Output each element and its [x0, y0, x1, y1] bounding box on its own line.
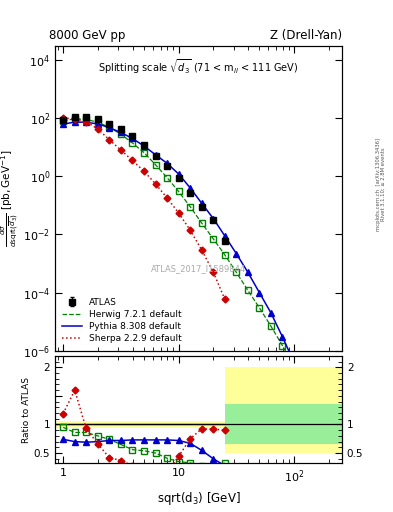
Pythia 8.308 default	[188, 185, 193, 191]
Pythia 8.308 default	[61, 121, 66, 127]
Pythia 8.308 default	[246, 269, 250, 275]
Sherpa 2.2.9 default	[84, 119, 88, 125]
Herwig 7.2.1 default	[292, 363, 296, 369]
Text: Z (Drell-Yan): Z (Drell-Yan)	[270, 29, 342, 41]
Pythia 8.308 default	[153, 152, 158, 158]
Herwig 7.2.1 default	[211, 236, 216, 242]
Sherpa 2.2.9 default	[130, 157, 135, 163]
Text: Rivet 3.1.10; ≥ 2.8M events: Rivet 3.1.10; ≥ 2.8M events	[381, 147, 386, 221]
Herwig 7.2.1 default	[280, 343, 285, 349]
Text: 8000 GeV pp: 8000 GeV pp	[49, 29, 126, 41]
Herwig 7.2.1 default	[130, 140, 135, 146]
Herwig 7.2.1 default	[246, 287, 250, 293]
Pythia 8.308 default	[176, 171, 181, 177]
Pythia 8.308 default	[234, 250, 239, 257]
Pythia 8.308 default	[199, 200, 204, 206]
Herwig 7.2.1 default	[188, 204, 193, 210]
Sherpa 2.2.9 default	[95, 126, 100, 132]
Herwig 7.2.1 default	[95, 119, 100, 125]
Herwig 7.2.1 default	[234, 269, 239, 275]
Herwig 7.2.1 default	[315, 409, 320, 415]
Herwig 7.2.1 default	[165, 175, 169, 181]
Pythia 8.308 default	[118, 130, 123, 136]
Herwig 7.2.1 default	[268, 323, 273, 329]
Y-axis label: Ratio to ATLAS: Ratio to ATLAS	[22, 377, 31, 442]
Pythia 8.308 default	[84, 119, 88, 125]
Herwig 7.2.1 default	[84, 116, 88, 122]
Pythia 8.308 default	[257, 289, 262, 295]
Sherpa 2.2.9 default	[188, 227, 193, 233]
Herwig 7.2.1 default	[199, 220, 204, 226]
Pythia 8.308 default	[165, 160, 169, 166]
Sherpa 2.2.9 default	[61, 115, 66, 121]
Pythia 8.308 default	[268, 310, 273, 316]
Herwig 7.2.1 default	[141, 150, 146, 156]
Sherpa 2.2.9 default	[165, 195, 169, 201]
Sherpa 2.2.9 default	[176, 210, 181, 216]
Sherpa 2.2.9 default	[199, 247, 204, 253]
Pythia 8.308 default	[303, 388, 308, 394]
Pythia 8.308 default	[130, 135, 135, 141]
Sherpa 2.2.9 default	[211, 269, 216, 275]
Pythia 8.308 default	[222, 232, 227, 239]
Text: mcplots.cern.ch  [arXiv:1306.3436]: mcplots.cern.ch [arXiv:1306.3436]	[376, 138, 380, 231]
Line: Herwig 7.2.1 default: Herwig 7.2.1 default	[63, 119, 329, 438]
X-axis label: sqrt(d$_3$) [GeV]: sqrt(d$_3$) [GeV]	[157, 490, 240, 507]
Y-axis label: $\frac{d\sigma}{d\mathrm{sqrt}(\overline{d_3})}\ [\mathrm{pb,GeV}^{-1}]$: $\frac{d\sigma}{d\mathrm{sqrt}(\overline…	[0, 150, 20, 247]
Pythia 8.308 default	[280, 334, 285, 340]
Pythia 8.308 default	[107, 124, 112, 131]
Sherpa 2.2.9 default	[153, 181, 158, 187]
Legend: ATLAS, Herwig 7.2.1 default, Pythia 8.308 default, Sherpa 2.2.9 default: ATLAS, Herwig 7.2.1 default, Pythia 8.30…	[59, 295, 185, 346]
Pythia 8.308 default	[72, 119, 77, 125]
Herwig 7.2.1 default	[222, 252, 227, 258]
Sherpa 2.2.9 default	[72, 116, 77, 122]
Sherpa 2.2.9 default	[107, 137, 112, 143]
Line: Pythia 8.308 default: Pythia 8.308 default	[63, 122, 305, 391]
Pythia 8.308 default	[211, 216, 216, 222]
Sherpa 2.2.9 default	[222, 296, 227, 302]
Herwig 7.2.1 default	[326, 435, 331, 441]
Line: Sherpa 2.2.9 default: Sherpa 2.2.9 default	[63, 118, 225, 299]
Herwig 7.2.1 default	[303, 386, 308, 392]
Herwig 7.2.1 default	[72, 116, 77, 122]
Herwig 7.2.1 default	[107, 124, 112, 131]
Pythia 8.308 default	[141, 143, 146, 149]
Pythia 8.308 default	[292, 359, 296, 366]
Sherpa 2.2.9 default	[118, 147, 123, 153]
Sherpa 2.2.9 default	[141, 168, 146, 174]
Pythia 8.308 default	[95, 121, 100, 127]
Herwig 7.2.1 default	[257, 305, 262, 311]
Herwig 7.2.1 default	[118, 131, 123, 137]
Herwig 7.2.1 default	[61, 118, 66, 124]
Herwig 7.2.1 default	[153, 162, 158, 168]
Herwig 7.2.1 default	[176, 188, 181, 195]
Text: ATLAS_2017_I1589844: ATLAS_2017_I1589844	[151, 264, 246, 273]
Text: Splitting scale $\sqrt{d_3}$ (71 < m$_{ll}$ < 111 GeV): Splitting scale $\sqrt{d_3}$ (71 < m$_{l…	[98, 57, 299, 76]
